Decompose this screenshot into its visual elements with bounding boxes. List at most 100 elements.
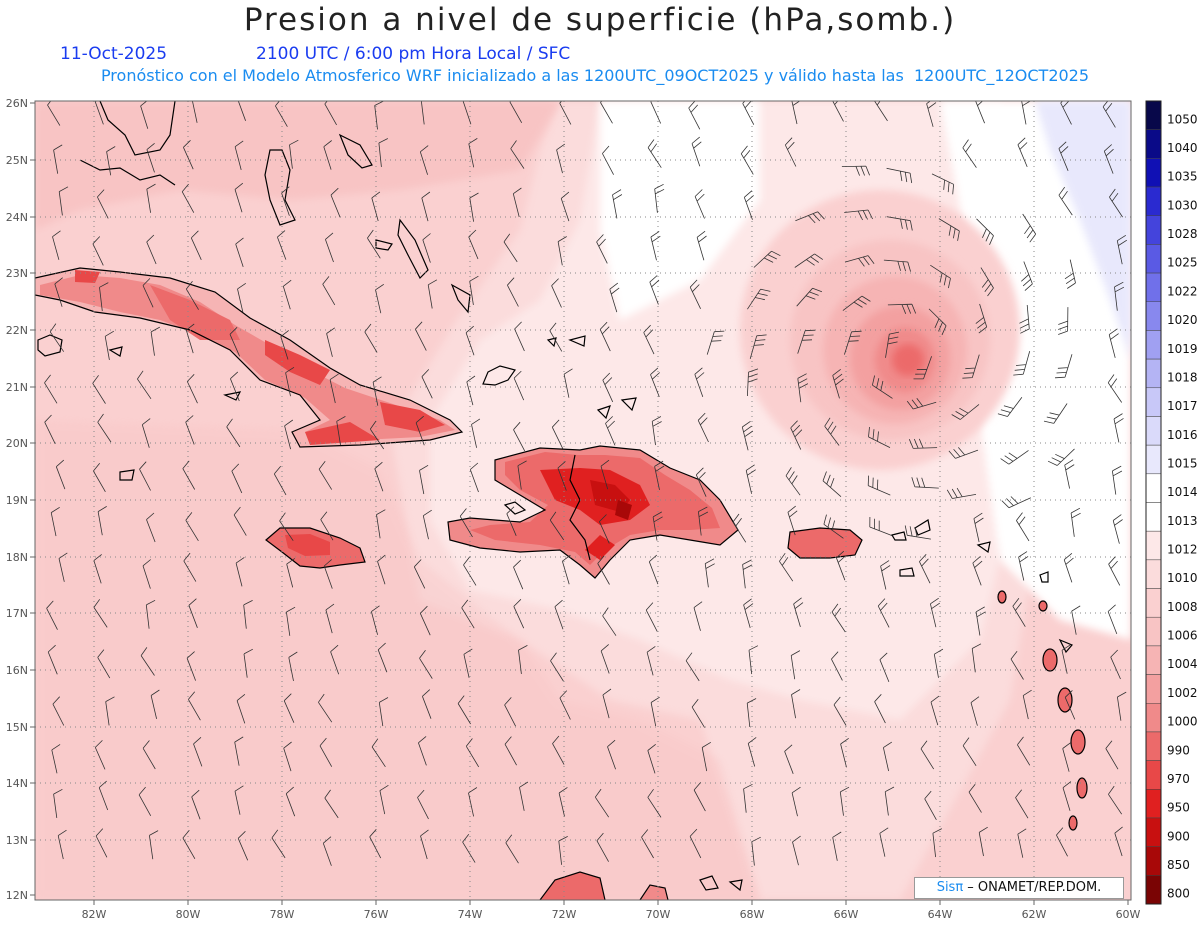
wind-barb — [689, 279, 701, 309]
wind-barb — [1058, 307, 1069, 335]
wind-barb — [879, 652, 890, 683]
wind-barb — [920, 740, 935, 770]
wind-barb — [226, 418, 241, 448]
wind-barb — [146, 234, 157, 265]
wind-barb — [422, 689, 432, 719]
wind-barb — [973, 512, 984, 543]
wind-barb — [1103, 144, 1114, 174]
wind-barb — [415, 415, 425, 446]
wind-barb — [869, 516, 893, 537]
wind-barb — [980, 267, 994, 297]
wind-barb — [836, 550, 846, 581]
wind-barb — [413, 559, 426, 589]
wind-barb — [645, 602, 658, 632]
wind-barb — [142, 278, 154, 308]
wind-barb — [509, 101, 523, 123]
wind-barb — [596, 832, 609, 862]
wind-barb — [749, 334, 767, 360]
wind-barb — [53, 144, 63, 174]
wind-barb — [948, 447, 979, 459]
wind-barb — [92, 375, 106, 404]
wind-barb — [369, 420, 385, 450]
colorbar-label: 1006 — [1167, 629, 1198, 643]
wind-barb — [874, 101, 888, 122]
wind-barb — [503, 233, 518, 263]
wind-barb — [512, 187, 522, 218]
wind-barb — [886, 167, 913, 184]
map-title: Presion a nivel de superficie (hPa,somb.… — [243, 2, 957, 38]
wind-barb — [1010, 650, 1024, 680]
wind-barb — [44, 414, 56, 444]
wind-barb — [285, 786, 296, 817]
wind-barb — [461, 599, 475, 629]
wind-barb — [643, 324, 655, 355]
wind-barb — [140, 647, 155, 676]
longitude-labels: 82W 80W 78W 76W 74W 72W 70W 68W 66W 64W … — [82, 908, 1141, 921]
lat-label: 22N — [6, 324, 28, 337]
wind-barb — [844, 209, 873, 221]
wind-barb — [791, 101, 801, 125]
lon-label: 72W — [552, 908, 577, 921]
wind-barb — [146, 512, 156, 543]
wind-barb — [185, 415, 195, 445]
wind-barb — [975, 101, 985, 124]
wind-barb — [330, 644, 340, 675]
wind-barb — [150, 326, 160, 356]
lat-label: 20N — [6, 437, 28, 450]
colorbar-label: 1028 — [1167, 227, 1198, 241]
wind-barb — [1112, 514, 1123, 544]
wind-barb — [997, 397, 1023, 417]
colorbar-swatch — [1145, 444, 1162, 475]
graticule — [35, 101, 1131, 900]
lon-label: 70W — [646, 908, 671, 921]
wind-barb — [283, 741, 292, 772]
wind-barb — [549, 322, 563, 352]
wind-barb — [419, 650, 433, 679]
wind-barb — [904, 525, 931, 540]
wind-barb — [791, 689, 801, 719]
lon-label: 80W — [176, 908, 201, 921]
wind-barb — [743, 598, 754, 629]
wind-barb — [883, 741, 893, 772]
wind-barb — [374, 101, 384, 130]
wind-barb — [54, 277, 63, 307]
wind-barb — [694, 189, 705, 219]
wind-barb — [465, 738, 480, 768]
wind-barb — [98, 780, 109, 811]
wind-barb — [933, 648, 944, 678]
wind-barb — [1105, 740, 1119, 770]
wind-barb — [1000, 450, 1029, 465]
wind-barb — [832, 831, 842, 861]
wind-barb — [518, 645, 528, 674]
wind-barb — [794, 253, 824, 268]
colorbar-swatch — [1145, 100, 1162, 130]
wind-barb — [647, 743, 656, 774]
latitude-labels: 26N 25N 24N 23N 22N 21N 20N 19N 18N 17N … — [6, 97, 28, 902]
wind-barb — [419, 605, 431, 636]
wind-barb — [946, 487, 977, 499]
wind-barb — [648, 554, 659, 585]
colorbar-label: 850 — [1167, 858, 1190, 872]
wind-barb — [742, 101, 755, 125]
wind-barb — [468, 138, 478, 168]
wind-barb — [557, 236, 567, 266]
wind-barb — [968, 783, 982, 813]
wind-barb — [506, 506, 517, 536]
colorbar-label: 1010 — [1167, 571, 1198, 585]
wind-barb — [507, 277, 519, 307]
colorbar-swatch — [1145, 301, 1162, 331]
colorbar-label: 1022 — [1167, 284, 1198, 298]
wind-barb — [378, 138, 388, 167]
colorbar-swatch — [1145, 129, 1162, 159]
wind-barb — [824, 417, 840, 446]
wind-barb — [465, 325, 475, 356]
wind-barb — [741, 420, 754, 451]
wind-barb — [330, 187, 341, 218]
wind-barb — [421, 191, 431, 222]
wind-barb — [323, 559, 333, 589]
wind-barb — [650, 231, 661, 261]
colorbar-swatch — [1145, 330, 1162, 360]
jamaica-terrain — [266, 528, 365, 568]
wind-barb — [517, 460, 527, 490]
wind-barb — [367, 229, 381, 259]
